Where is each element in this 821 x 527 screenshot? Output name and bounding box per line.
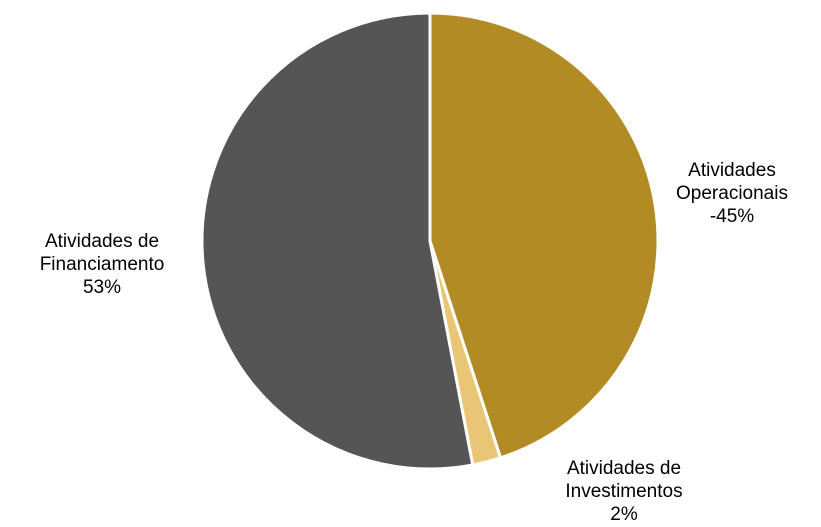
slice-label-financiamento: Atividades de Financiamento 53% [40, 231, 165, 298]
pie-labels: Atividades Operacionais -45%Atividades de I… [40, 160, 788, 525]
slice-label-line: Atividades de [45, 231, 159, 252]
pie-slices [200, 11, 660, 471]
slice-label-line: -45% [710, 206, 754, 227]
slice-label-line: Atividades [688, 160, 776, 181]
slice-label-line: 53% [83, 277, 121, 298]
slice-label-investimentos: Atividades de Investimentos 2% [565, 458, 682, 525]
slice-label-line: 2% [610, 504, 638, 525]
pie-slice-operacionais [428, 11, 660, 460]
slice-label-line: Investimentos [565, 481, 682, 502]
slice-label-line: Operacionais [676, 183, 788, 204]
slice-label-line: Financiamento [40, 254, 165, 275]
pie-slice-financiamento [200, 11, 475, 471]
slice-label-line: Atividades de [567, 458, 681, 479]
slice-label-operacionais: Atividades Operacionais -45% [676, 160, 788, 227]
